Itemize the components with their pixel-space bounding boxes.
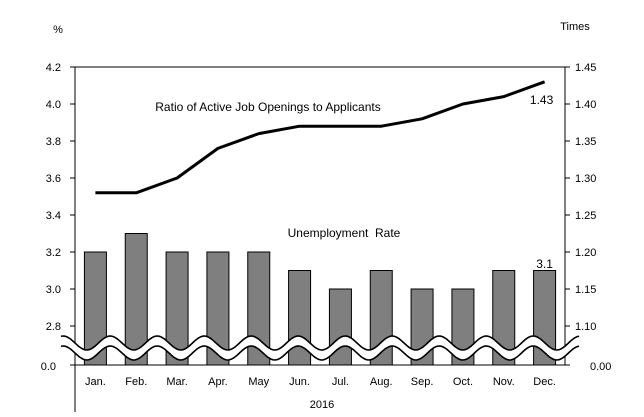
right-tick-label: 1.10 <box>575 321 596 333</box>
left-axis-unit: % <box>53 24 63 36</box>
unemployment-end-label: 3.1 <box>536 257 553 271</box>
right-tick-label: 1.45 <box>575 62 596 74</box>
unemployment-bar <box>451 288 475 366</box>
left-tick-label: 3.0 <box>46 284 61 296</box>
unemployment-bar <box>492 270 516 366</box>
category-label: Sep. <box>411 376 434 388</box>
unemployment-bar <box>206 251 230 366</box>
category-label: Feb. <box>125 376 147 388</box>
left-tick-label: 3.8 <box>46 136 61 148</box>
ratio-end-label: 1.43 <box>530 93 554 107</box>
unemployment-bar <box>83 251 107 366</box>
right-tick-label: 1.35 <box>575 136 596 148</box>
series-label-ratio: Ratio of Active Job Openings to Applican… <box>155 100 380 114</box>
ratio-line <box>95 80 546 195</box>
right-tick-label: 1.15 <box>575 284 596 296</box>
left-axis-break-label: 0.0 <box>41 361 56 373</box>
category-label: Jul. <box>332 376 349 388</box>
category-label: Jan. <box>85 376 106 388</box>
series-label-unemployment: Unemployment Rate <box>288 226 401 240</box>
unemployment-bar <box>165 251 189 366</box>
left-tick-label: 3.2 <box>46 247 61 259</box>
x-group-label: 2016 <box>310 399 334 411</box>
category-label: May <box>248 376 269 388</box>
right-tick-label: 1.25 <box>575 210 596 222</box>
category-label: Nov. <box>493 376 515 388</box>
left-tick-label: 3.6 <box>46 173 61 185</box>
unemployment-bar <box>124 233 148 366</box>
category-label: Mar. <box>166 376 187 388</box>
right-tick-label: 1.30 <box>575 173 596 185</box>
category-label: Dec. <box>533 376 556 388</box>
category-label: Jun. <box>289 376 310 388</box>
left-tick-label: 4.0 <box>46 99 61 111</box>
right-axis-unit: Times <box>560 21 590 33</box>
plot-frame <box>74 66 566 366</box>
right-tick-label: 1.20 <box>575 247 596 259</box>
left-tick-label: 4.2 <box>46 62 61 74</box>
left-tick-label: 2.8 <box>46 321 61 333</box>
left-tick-label: 3.4 <box>46 210 61 222</box>
right-tick-label: 1.40 <box>575 99 596 111</box>
axis-break-wave-bottom <box>60 345 580 361</box>
category-label: Oct. <box>453 376 473 388</box>
category-label: Aug. <box>370 376 393 388</box>
category-label: Apr. <box>208 376 228 388</box>
right-axis-break-label: 0.00 <box>590 361 611 373</box>
axis-break-wave-top <box>60 335 580 351</box>
